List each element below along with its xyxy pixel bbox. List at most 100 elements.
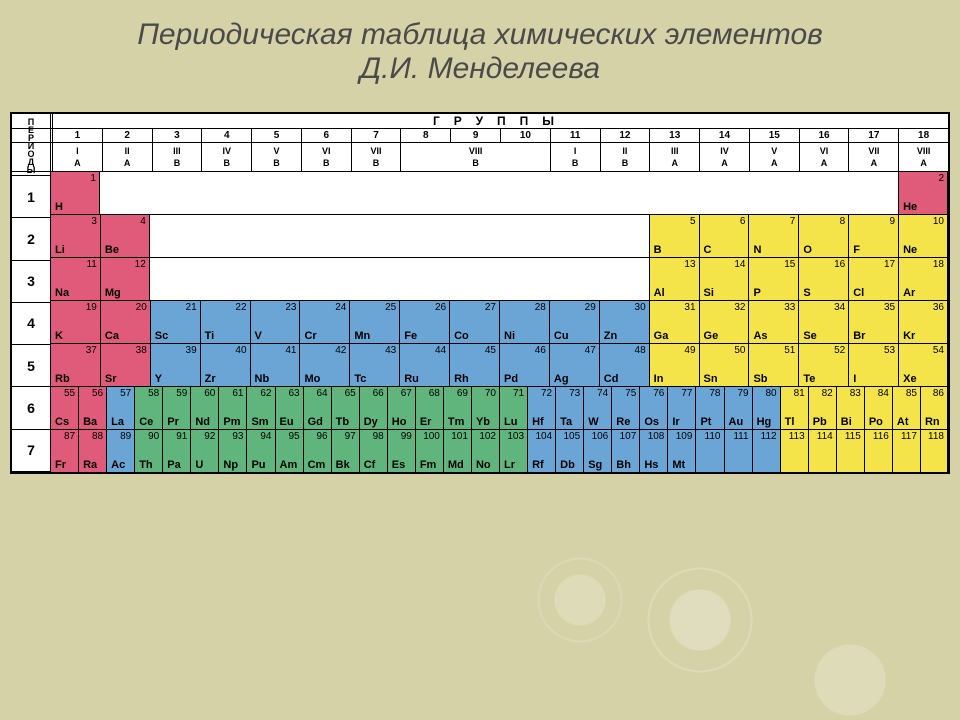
element-symbol: Na — [55, 287, 69, 299]
element-symbol: Ir — [672, 416, 679, 428]
atomic-number: 55 — [64, 388, 75, 399]
group-roman: VIIA — [848, 143, 898, 172]
atomic-number: 45 — [485, 345, 496, 356]
element-symbol: Ru — [404, 373, 419, 385]
element-symbol: Al — [654, 287, 665, 299]
group-roman: VA — [749, 143, 799, 172]
element-cell: 117 — [892, 430, 920, 472]
element-symbol: Nb — [255, 373, 270, 385]
group-number: 13 — [649, 129, 699, 143]
periodic-table: ПЕРИОДЫ 1234567 ГРУППЫ 12345678910111213… — [10, 112, 950, 474]
empty-cell — [349, 215, 399, 257]
group-number: 12 — [600, 129, 650, 143]
element-cell: 101Md — [443, 430, 471, 472]
element-symbol: Li — [55, 244, 65, 256]
atomic-number: 24 — [335, 302, 346, 313]
element-symbol: Er — [420, 416, 432, 428]
atomic-number: 107 — [620, 431, 637, 442]
element-symbol: Mn — [354, 330, 370, 342]
atomic-number: 118 — [928, 431, 944, 442]
atomic-number: 83 — [850, 388, 861, 399]
empty-cell — [200, 258, 250, 300]
element-symbol: Kr — [903, 330, 915, 342]
element-symbol: W — [588, 416, 598, 428]
element-cell: 98Cf — [359, 430, 387, 472]
element-cell: 94Pu — [246, 430, 274, 472]
atomic-number: 86 — [933, 388, 944, 399]
element-symbol: Si — [704, 287, 714, 299]
group-number: 1 — [52, 129, 102, 143]
atomic-number: 52 — [834, 345, 845, 356]
atomic-number: 38 — [136, 345, 147, 356]
element-symbol: Hs — [644, 459, 658, 471]
element-symbol: Au — [729, 416, 744, 428]
empty-cell — [449, 172, 499, 214]
group-number: 9 — [450, 129, 500, 143]
atomic-number: 8 — [840, 216, 846, 227]
element-cell: 28Ni — [499, 301, 549, 343]
atomic-number: 25 — [385, 302, 396, 313]
element-symbol: Te — [803, 373, 815, 385]
element-cell: 27Co — [449, 301, 499, 343]
element-symbol: Cl — [853, 287, 864, 299]
element-cell: 89Ac — [106, 430, 134, 472]
period-row: 87Fr88Ra89Ac90Th91Pa92U93Np94Pu95Am96Cm9… — [50, 430, 948, 472]
atomic-number: 11 — [86, 259, 96, 270]
element-symbol: Pb — [813, 416, 827, 428]
empty-cell — [399, 258, 449, 300]
atomic-number: 99 — [401, 431, 412, 442]
element-symbol: Fm — [420, 459, 437, 471]
element-cell: 82Pb — [808, 387, 836, 429]
element-cell: 46Pd — [499, 344, 549, 386]
element-symbol: Cd — [604, 373, 619, 385]
atomic-number: 14 — [734, 259, 745, 270]
atomic-number: 101 — [451, 431, 468, 442]
element-symbol: Lr — [504, 459, 515, 471]
element-cell: 109Mt — [667, 430, 695, 472]
atomic-number: 23 — [285, 302, 296, 313]
element-cell: 87Fr — [50, 430, 78, 472]
atomic-number: 102 — [479, 431, 496, 442]
element-cell: 21Sc — [150, 301, 200, 343]
atomic-number: 40 — [235, 345, 246, 356]
element-cell: 105Db — [555, 430, 583, 472]
element-symbol: Sr — [105, 373, 117, 385]
group-roman: IA — [52, 143, 102, 172]
element-cell: 70Yb — [471, 387, 499, 429]
element-symbol: Rh — [454, 373, 469, 385]
empty-cell — [449, 258, 499, 300]
element-symbol: Pm — [223, 416, 240, 428]
element-symbol: I — [853, 373, 856, 385]
atomic-number: 39 — [186, 345, 197, 356]
element-cell: 73Ta — [555, 387, 583, 429]
element-cell: 45 Rh — [449, 344, 499, 386]
element-cell: 8O — [798, 215, 848, 257]
element-cell: 88Ra — [78, 430, 106, 472]
element-cell: 14 Si — [699, 258, 749, 300]
group-number: 5 — [251, 129, 301, 143]
empty-cell — [100, 172, 150, 214]
element-symbol: N — [753, 244, 761, 256]
element-cell: 57La — [106, 387, 134, 429]
atomic-number: 47 — [585, 345, 596, 356]
element-symbol: Ga — [654, 330, 669, 342]
element-cell: 25 Mn — [349, 301, 399, 343]
group-number: 8 — [400, 129, 450, 143]
group-number: 6 — [301, 129, 351, 143]
empty-cell — [798, 172, 848, 214]
element-symbol: Se — [803, 330, 816, 342]
atomic-number: 7 — [790, 216, 796, 227]
atomic-number: 84 — [878, 388, 889, 399]
empty-cell — [499, 215, 549, 257]
atomic-number: 104 — [535, 431, 552, 442]
atomic-number: 34 — [834, 302, 845, 313]
element-symbol: K — [55, 330, 63, 342]
element-cell: 62Sm — [246, 387, 274, 429]
atomic-number: 48 — [635, 345, 646, 356]
period-row: 3Li4Be5B6C7N8O9F10Ne — [50, 215, 948, 258]
atomic-number: 15 — [784, 259, 795, 270]
element-symbol: Th — [139, 459, 152, 471]
element-symbol: O — [803, 244, 812, 256]
element-cell: 16S — [798, 258, 848, 300]
atomic-number: 22 — [235, 302, 246, 313]
